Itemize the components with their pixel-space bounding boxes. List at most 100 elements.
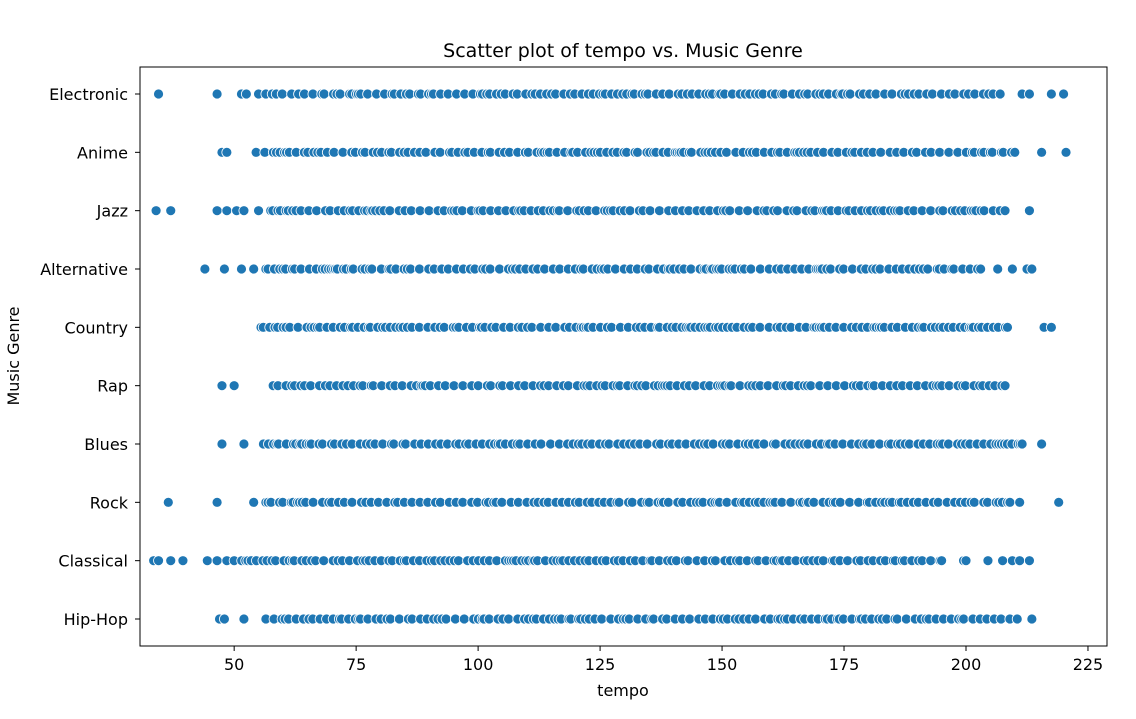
x-tick-label: 150: [707, 655, 738, 674]
scatter-point-jazz: [724, 205, 736, 217]
scatter-point-anime: [986, 146, 998, 158]
scatter-point-electronic: [362, 88, 374, 100]
scatter-point-rock: [834, 496, 846, 508]
scatter-point-rap: [999, 380, 1011, 392]
scatter-point-rock: [1004, 496, 1016, 508]
x-tick-label: 75: [346, 655, 366, 674]
scatter-point-anime: [1060, 146, 1072, 158]
scatter-point-classical: [318, 555, 330, 567]
scatter-point-classical: [936, 555, 947, 567]
scatter-point-alternative: [414, 263, 425, 275]
scatter-point-hip-hop: [750, 613, 761, 625]
x-tick-label: 50: [224, 655, 244, 674]
scatter-point-country: [1045, 321, 1057, 333]
scatter-point-jazz: [414, 205, 426, 217]
scatter-point-alternative: [219, 263, 230, 275]
scatter-point-hip-hop: [440, 613, 452, 625]
scatter-point-rap: [472, 380, 484, 392]
scatter-point-jazz: [654, 205, 665, 217]
scatter-point-alternative: [484, 263, 496, 275]
scatter-point-hip-hop: [503, 613, 514, 625]
scatter-point-rock: [496, 496, 508, 508]
scatter-point-rock: [211, 496, 223, 508]
scatter-point-classical: [997, 555, 1008, 567]
x-tick-label: 200: [951, 655, 982, 674]
scatter-point-alternative: [236, 263, 247, 275]
scatter-point-rap: [725, 380, 737, 392]
scatter-point-hip-hop: [393, 613, 405, 625]
scatter-point-rap: [805, 380, 817, 392]
scatter-point-alternative: [1006, 263, 1018, 275]
scatter-point-rock: [626, 496, 638, 508]
scatter-point-classical: [201, 555, 213, 567]
scatter-point-classical: [842, 555, 853, 567]
scatter-point-jazz: [165, 205, 177, 217]
scatter-point-anime: [943, 146, 955, 158]
scatter-point-rap: [485, 380, 497, 392]
points-layer: [148, 88, 1072, 625]
axes-layer: Electronic Anime Jazz Alternative Country Rap…: [40, 85, 1103, 674]
scatter-point-anime: [875, 146, 887, 158]
scatter-point-jazz: [456, 205, 468, 217]
scatter-point-alternative: [1026, 263, 1038, 275]
scatter-point-classical: [710, 555, 721, 567]
scatter-point-blues: [707, 438, 719, 450]
scatter-point-blues: [758, 438, 770, 450]
scatter-point-classical: [982, 555, 994, 567]
scatter-point-rock: [1014, 496, 1026, 508]
scatter-point-country: [292, 321, 304, 333]
scatter-point-hip-hop: [648, 613, 659, 625]
scatter-point-rock: [968, 496, 980, 508]
scatter-point-blues: [641, 438, 653, 450]
scatter-point-blues: [317, 438, 328, 450]
scatter-point-electronic: [318, 88, 330, 100]
scatter-point-electronic: [211, 88, 223, 100]
scatter-point-rock: [457, 496, 469, 508]
x-axis-label: tempo: [597, 681, 649, 700]
scatter-point-jazz: [211, 205, 223, 217]
scatter-point-rock: [721, 496, 733, 508]
x-tick-label: 100: [463, 655, 494, 674]
scatter-point-rock: [162, 496, 174, 508]
scatter-point-rap: [562, 380, 574, 392]
scatter-point-jazz: [925, 205, 937, 217]
scatter-point-blues: [770, 438, 782, 450]
scatter-point-jazz: [562, 205, 574, 217]
plot-area: [139, 66, 1108, 647]
scatter-point-electronic: [276, 88, 288, 100]
scatter-point-anime: [434, 146, 446, 158]
y-tick-label: Country: [64, 318, 128, 337]
scatter-point-jazz: [742, 205, 754, 217]
scatter-point-rock: [1053, 496, 1065, 508]
scatter-point-alternative: [975, 263, 987, 275]
scatter-point-jazz: [978, 205, 990, 217]
scatter-point-hip-hop: [1026, 613, 1038, 625]
scatter-point-classical: [153, 555, 164, 567]
scatter-point-jazz: [624, 205, 636, 217]
scatter-point-classical: [925, 555, 937, 567]
scatter-point-anime: [1009, 146, 1021, 158]
scatter-point-anime: [221, 146, 233, 158]
scatter-point-alternative: [825, 263, 836, 275]
y-tick-label: Anime: [77, 143, 128, 162]
scatter-point-alternative: [922, 263, 934, 275]
scatter-point-electronic: [1045, 88, 1057, 100]
scatter-point-anime: [686, 146, 697, 158]
scatter-point-classical: [177, 555, 189, 567]
scatter-point-rock: [346, 496, 358, 508]
scatter-point-jazz: [999, 205, 1011, 217]
scatter-point-country: [606, 321, 617, 333]
scatter-point-rock: [844, 496, 856, 508]
scatter-point-anime: [420, 146, 432, 158]
scatter-point-classical: [211, 555, 223, 567]
scatter-point-hip-hop: [219, 613, 230, 625]
scatter-point-hip-hop: [596, 613, 608, 625]
scatter-point-jazz: [253, 205, 264, 217]
scatter-point-blues: [1036, 438, 1048, 450]
scatter-point-classical: [682, 555, 694, 567]
scatter-point-electronic: [334, 88, 346, 100]
scatter-point-blues: [400, 438, 412, 450]
scatter-point-jazz: [238, 205, 250, 217]
scatter-point-anime: [1036, 146, 1048, 158]
